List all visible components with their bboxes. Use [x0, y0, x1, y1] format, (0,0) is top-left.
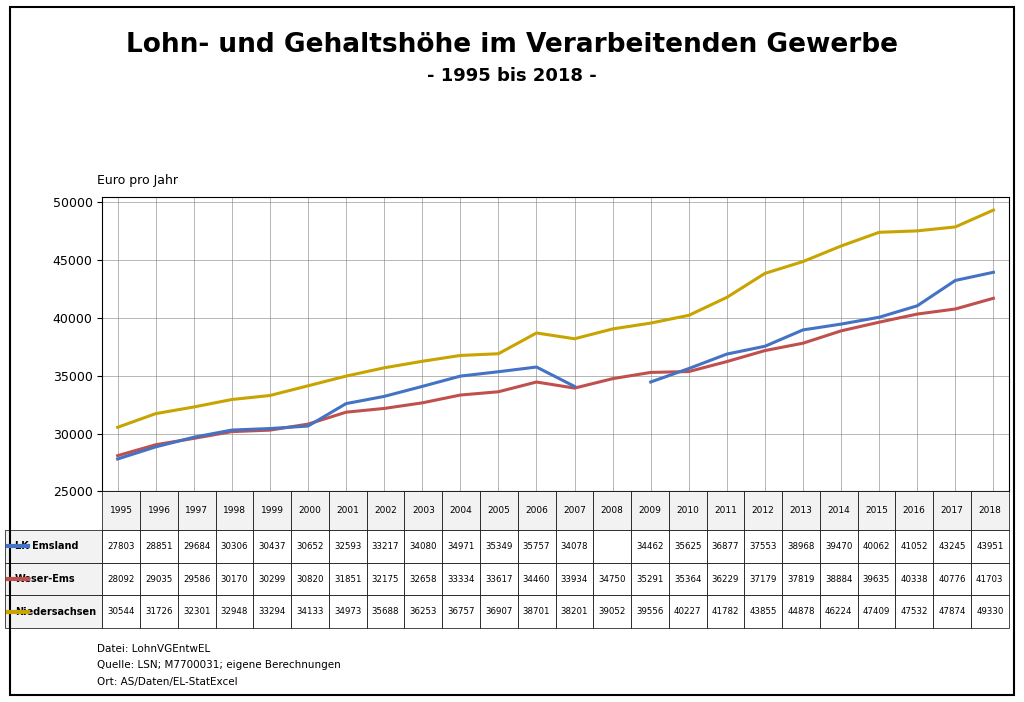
Text: Quelle: LSN; M7700031; eigene Berechnungen: Quelle: LSN; M7700031; eigene Berechnung…: [97, 661, 341, 670]
Text: Euro pro Jahr: Euro pro Jahr: [97, 174, 178, 187]
Text: Datei: LohnVGEntwEL: Datei: LohnVGEntwEL: [97, 644, 211, 654]
Text: Lohn- und Gehaltshöhe im Verarbeitenden Gewerbe: Lohn- und Gehaltshöhe im Verarbeitenden …: [126, 32, 898, 58]
Text: - 1995 bis 2018 -: - 1995 bis 2018 -: [427, 67, 597, 85]
Text: Ort: AS/Daten/EL-StatExcel: Ort: AS/Daten/EL-StatExcel: [97, 677, 238, 687]
